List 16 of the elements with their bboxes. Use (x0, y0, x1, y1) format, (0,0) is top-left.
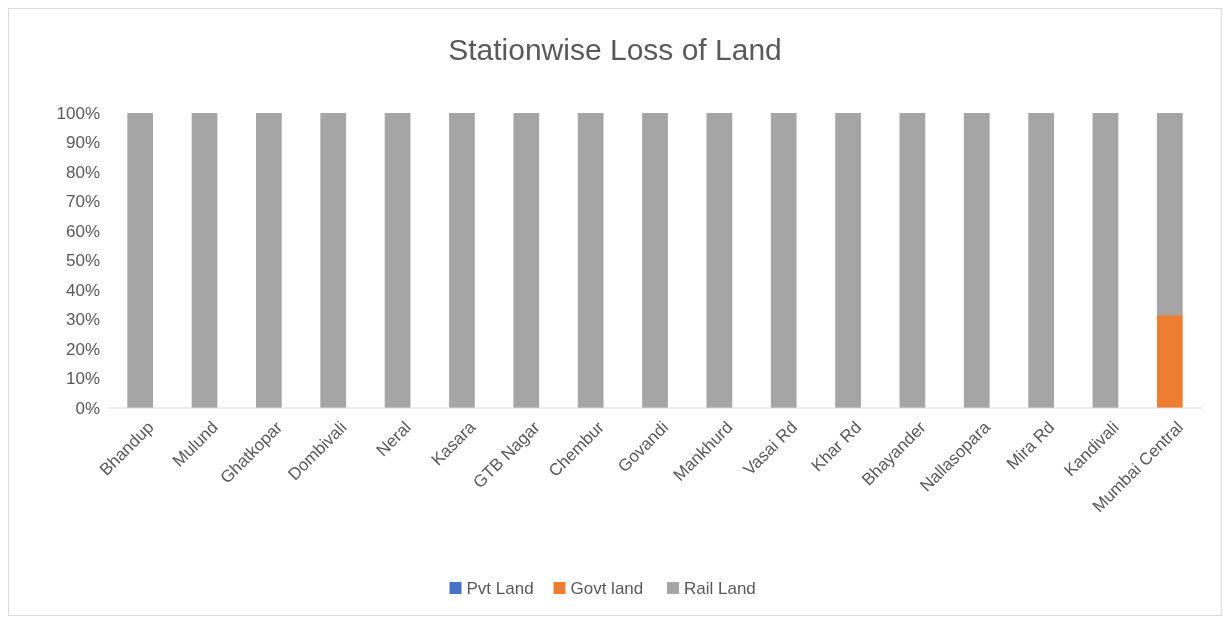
legend-label: Pvt Land (466, 578, 534, 598)
y-tick-label: 70% (65, 192, 100, 212)
legend-label: Rail Land (684, 578, 756, 598)
legend-label: Govt land (570, 578, 644, 598)
y-tick-label: 0% (75, 398, 100, 418)
y-tick-label: 100% (56, 103, 100, 123)
y-tick-label: 10% (65, 369, 100, 389)
chart-title: Stationwise Loss of Land (448, 33, 782, 66)
y-tick-label: 90% (65, 133, 100, 153)
x-tick-label: Mira Rd (1002, 417, 1059, 474)
y-tick-label: 80% (65, 162, 100, 182)
y-tick-label: 40% (65, 280, 100, 300)
y-tick-label: 50% (65, 251, 100, 271)
y-tick-label: 20% (65, 339, 100, 359)
y-tick-label: 30% (65, 310, 100, 330)
y-tick-label: 60% (65, 221, 100, 241)
